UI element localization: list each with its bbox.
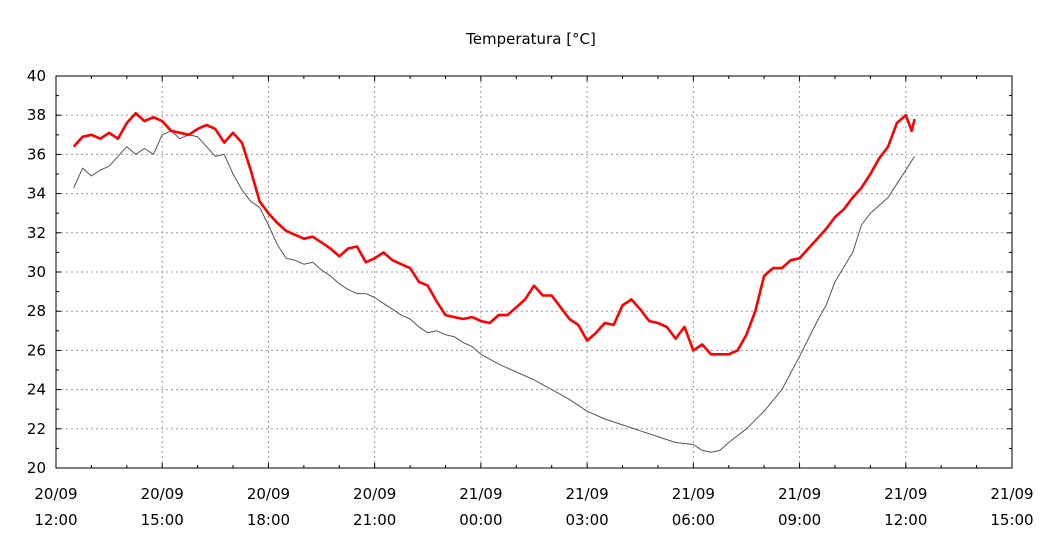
series-line-gray xyxy=(73,130,916,453)
x-tick-label-time: 15:00 xyxy=(990,511,1033,529)
x-tick-label-time: 09:00 xyxy=(778,511,821,529)
x-tick-label-date: 20/09 xyxy=(141,485,184,503)
y-tick-label: 26 xyxy=(27,341,46,359)
y-tick-label: 40 xyxy=(27,67,46,85)
x-tick-label-date: 21/09 xyxy=(672,485,715,503)
y-tick-label: 30 xyxy=(27,263,46,281)
x-tick-label-date: 20/09 xyxy=(247,485,290,503)
x-tick-label-date: 21/09 xyxy=(990,485,1033,503)
x-tick-label-time: 12:00 xyxy=(34,511,77,529)
y-axis-labels: 20 22 24 26 28 30 32 34 36 38 40 xyxy=(27,67,46,477)
y-tick-label: 34 xyxy=(27,185,46,203)
x-tick-label-time: 21:00 xyxy=(353,511,396,529)
x-tick-label-date: 21/09 xyxy=(884,485,927,503)
series-line-red xyxy=(72,111,916,356)
y-tick-label: 32 xyxy=(27,224,46,242)
plot-frame xyxy=(55,75,1013,469)
x-tick-label-date: 20/09 xyxy=(353,485,396,503)
tick-marks xyxy=(55,75,1013,469)
x-tick-label-date: 21/09 xyxy=(459,485,502,503)
chart-title: Temperatura [°C] xyxy=(465,30,596,48)
x-axis-labels: 20/09 12:00 20/09 15:00 20/09 18:00 20/09 21:00… xyxy=(34,485,1033,529)
y-tick-label: 28 xyxy=(27,302,46,320)
x-tick-label-date: 21/09 xyxy=(778,485,821,503)
grid-lines xyxy=(56,76,1012,468)
y-tick-label: 20 xyxy=(27,459,46,477)
x-tick-label-time: 12:00 xyxy=(884,511,927,529)
x-tick-label-time: 15:00 xyxy=(141,511,184,529)
x-tick-label-time: 00:00 xyxy=(459,511,502,529)
y-tick-label: 38 xyxy=(27,106,46,124)
y-tick-label: 24 xyxy=(27,381,46,399)
x-tick-label-time: 18:00 xyxy=(247,511,290,529)
y-tick-label: 22 xyxy=(27,420,46,438)
series-layer xyxy=(72,111,916,453)
x-tick-label-time: 06:00 xyxy=(672,511,715,529)
x-tick-label-date: 21/09 xyxy=(565,485,608,503)
x-tick-label-time: 03:00 xyxy=(565,511,608,529)
y-tick-label: 36 xyxy=(27,145,46,163)
x-tick-label-date: 20/09 xyxy=(34,485,77,503)
